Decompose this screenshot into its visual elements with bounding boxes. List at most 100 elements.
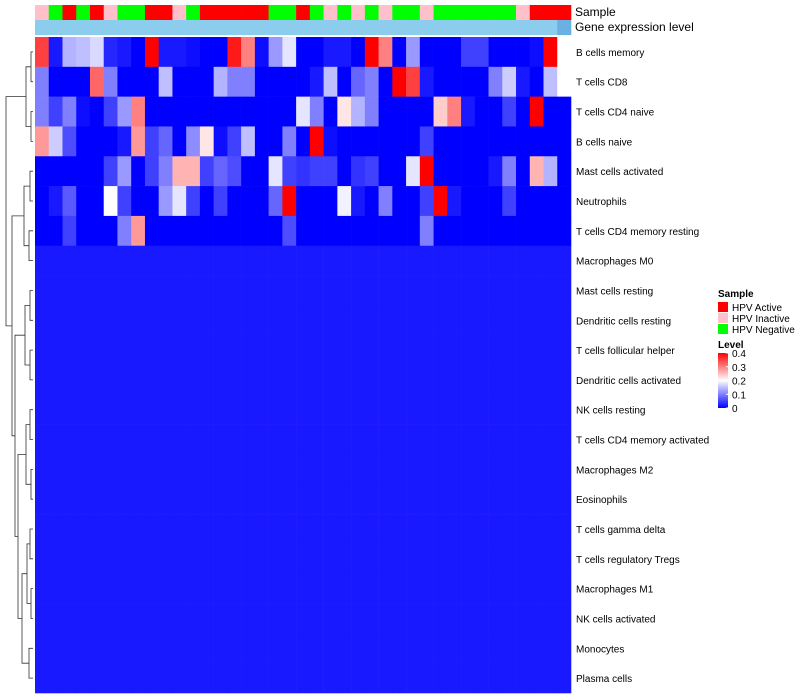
heatmap-cell: [529, 424, 544, 455]
heatmap-cell: [364, 514, 379, 545]
sample-annotation-cell: [392, 5, 407, 20]
heatmap-cell: [474, 484, 489, 515]
heatmap-cell: [433, 37, 448, 68]
annotation-label-sample: Sample: [575, 5, 616, 19]
heatmap-cell: [461, 37, 476, 68]
heatmap-cell: [213, 573, 228, 604]
sample-annotation-cell: [474, 5, 489, 20]
sample-legend-label: HPV Active: [732, 303, 782, 314]
heatmap-cell: [296, 394, 311, 425]
heatmap-cell: [48, 454, 63, 485]
heatmap-cell: [227, 365, 242, 396]
heatmap-cell: [172, 186, 187, 217]
heatmap-cell: [488, 275, 503, 306]
heatmap-cell: [131, 245, 146, 276]
heatmap-cell: [35, 663, 50, 694]
heatmap-cell: [474, 633, 489, 664]
heatmap-cell: [296, 275, 311, 306]
heatmap-cell: [543, 514, 558, 545]
heatmap-cell: [199, 66, 214, 97]
heatmap-cell: [516, 186, 531, 217]
heatmap-cell: [461, 335, 476, 366]
heatmap-cell: [337, 514, 352, 545]
heatmap-cell: [227, 215, 242, 247]
heatmap-cell: [323, 484, 338, 515]
heatmap-cell: [199, 543, 214, 575]
heatmap-cell: [117, 275, 132, 306]
heatmap-cell: [419, 275, 434, 306]
heatmap-cell: [474, 663, 489, 694]
heatmap-cell: [35, 245, 50, 276]
heatmap-cell: [103, 365, 118, 396]
level-legend-colorbar: [718, 353, 728, 408]
heatmap-cell: [378, 365, 393, 396]
heatmap-cell: [241, 454, 256, 485]
heatmap-cell: [35, 275, 50, 306]
heatmap-cell: [254, 156, 269, 187]
heatmap-cell: [419, 424, 434, 455]
heatmap-cell: [144, 394, 159, 425]
heatmap-cell: [557, 454, 572, 485]
heatmap-cell: [502, 156, 517, 187]
heatmap-cell: [117, 96, 132, 127]
sample-annotation-cell: [378, 5, 393, 20]
heatmap-cell: [117, 37, 132, 68]
heatmap-cell: [199, 305, 214, 336]
heatmap-cell: [461, 245, 476, 276]
heatmap-cell: [433, 305, 448, 336]
heatmap-cell: [337, 543, 352, 575]
heatmap-cell: [529, 37, 544, 68]
heatmap-cell: [199, 424, 214, 455]
heatmap-cell: [62, 633, 77, 664]
heatmap-cell: [282, 633, 297, 664]
heatmap-cell: [516, 156, 531, 187]
heatmap-cell: [186, 663, 201, 694]
heatmap-cell: [76, 573, 91, 604]
dendrogram-branch: [29, 290, 33, 321]
heatmap-cell: [117, 66, 132, 97]
heatmap-cell: [447, 96, 462, 127]
heatmap-cell: [364, 484, 379, 515]
heatmap-cell: [144, 66, 159, 97]
sample-annotation-cell: [309, 5, 324, 20]
sample-annotation-cell: [337, 5, 352, 20]
heatmap-cell: [502, 573, 517, 604]
heatmap-cell: [488, 126, 503, 157]
heatmap-cell: [213, 633, 228, 664]
heatmap-cell: [227, 245, 242, 276]
heatmap-cell: [117, 543, 132, 575]
heatmap-cell: [406, 663, 421, 694]
heatmap-cell: [516, 543, 531, 575]
heatmap-cell: [62, 394, 77, 425]
sample-annotation-cell: [227, 5, 242, 20]
heatmap-cell: [213, 514, 228, 545]
heatmap-cell: [172, 484, 187, 515]
heatmap-cell: [323, 335, 338, 366]
heatmap-cell: [282, 215, 297, 247]
heatmap-cell: [406, 66, 421, 97]
heatmap-cell: [502, 454, 517, 485]
heatmap-cell: [557, 156, 572, 187]
heatmap-cell: [433, 186, 448, 217]
dendrogram-branch: [25, 66, 31, 127]
heatmap-cell: [186, 335, 201, 366]
heatmap-cell: [227, 514, 242, 545]
heatmap-cell: [502, 394, 517, 425]
heatmap-cell: [378, 126, 393, 157]
heatmap-cell: [557, 573, 572, 604]
heatmap-cell: [474, 394, 489, 425]
heatmap-cell: [543, 424, 558, 455]
heatmap-cell: [282, 126, 297, 157]
heatmap-cell: [364, 454, 379, 485]
heatmap-cell: [433, 454, 448, 485]
heatmap-cell: [323, 126, 338, 157]
heatmap-cell: [48, 186, 63, 217]
heatmap-cell: [144, 96, 159, 127]
heatmap-cell: [76, 186, 91, 217]
heatmap-cell: [227, 96, 242, 127]
heatmap-cell: [131, 543, 146, 575]
expression-annotation-cell: [35, 20, 50, 35]
heatmap-cell: [392, 96, 407, 127]
heatmap-cell: [364, 663, 379, 694]
expression-annotation-cell: [557, 20, 572, 35]
